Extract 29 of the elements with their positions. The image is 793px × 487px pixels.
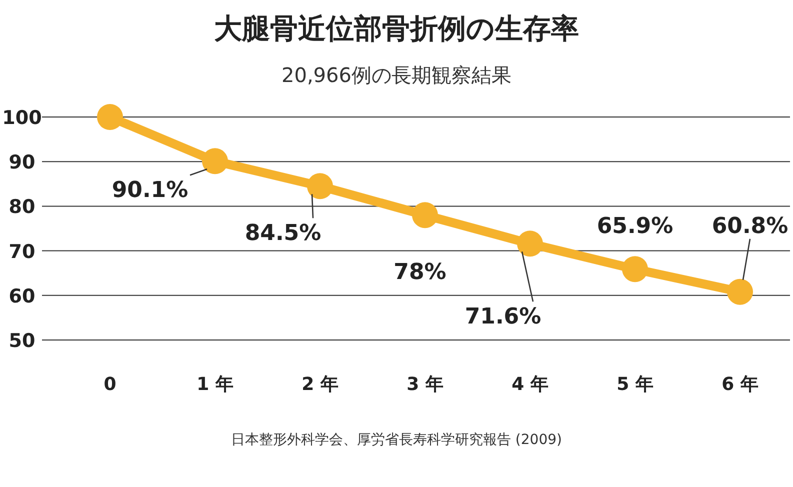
point	[412, 202, 438, 228]
x-tick-label: 6 年	[722, 374, 758, 395]
data-label: 71.6%	[464, 304, 542, 330]
x-tick-label: 4 年	[512, 374, 548, 395]
point	[727, 278, 753, 305]
x-tick-label: 3 年	[406, 374, 444, 395]
y-tick-label: 80	[8, 196, 36, 218]
x-tick-label: 5 年	[616, 374, 654, 395]
y-tick-label: 60	[8, 285, 36, 308]
data-label: 84.5%	[244, 221, 322, 246]
y-tick-label: 90	[8, 152, 36, 174]
y-tick-label: 100	[2, 107, 42, 129]
y-tick-label: 70	[8, 240, 36, 263]
x-tick-label: 2 年	[302, 374, 338, 395]
data-label: 65.9%	[596, 214, 674, 240]
point	[622, 256, 648, 282]
data-label: 60.8%	[712, 214, 788, 239]
chart-subtitle: 20,966例の長期観察結果	[282, 63, 512, 87]
text: 日本整形外科学会、厚労省長寿科学研究報告 (2009)	[230, 432, 562, 448]
x-tick-label: 1 年	[196, 374, 234, 395]
point	[202, 148, 228, 174]
data-label: 90.1%	[112, 178, 188, 204]
point	[97, 104, 123, 130]
point	[307, 173, 333, 200]
x-tick-label: 0	[104, 374, 116, 395]
point	[517, 230, 543, 257]
chart-title: 大腿骨近位部骨折例の生存率	[214, 12, 579, 45]
data-label: 78%	[394, 260, 446, 286]
y-tick-label: 50	[8, 330, 36, 352]
